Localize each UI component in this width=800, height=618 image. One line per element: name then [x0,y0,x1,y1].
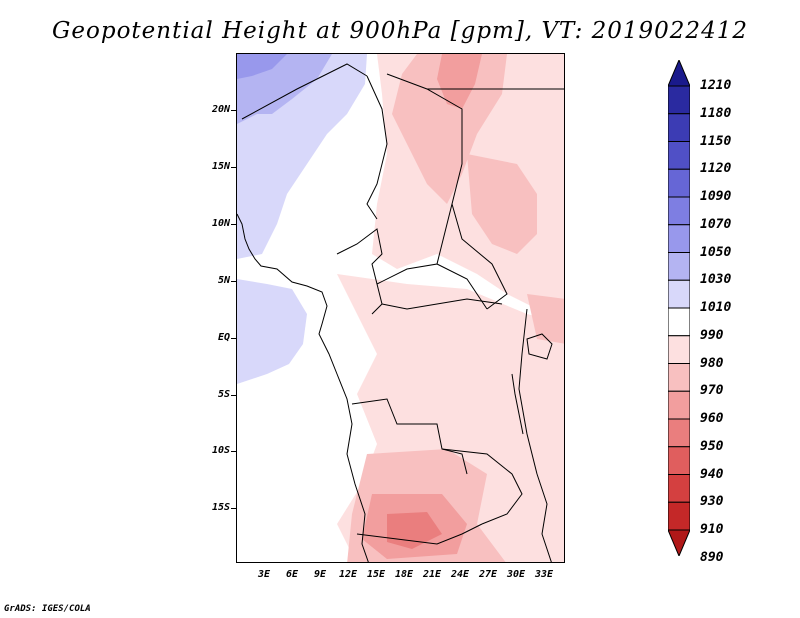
colorbar-level-label: 990 [700,327,724,343]
lon-label-24e: 24E [450,569,470,580]
lat-label-5s: 5S [217,389,230,400]
lat-tick [231,451,236,452]
colorbar-level-label: 890 [700,549,724,565]
lat-tick [231,110,236,111]
colorbar-swatch [668,85,690,115]
lat-tick [231,395,236,396]
colorbar-swatch [668,196,690,226]
lon-label-18e: 18E [394,569,414,580]
shading-blue-deep [237,54,287,79]
political-borders [237,63,564,562]
colorbar-swatch [668,446,690,475]
colorbar-swatch [668,279,690,309]
colorbar-level-label: 950 [700,438,724,454]
colorbar-swatch [668,224,690,253]
lon-label-15e: 15E [366,569,386,580]
colorbar-swatch [668,113,690,142]
lake-tanganyika [511,373,524,435]
lon-label-12e: 12E [338,569,358,580]
lon-label-21e: 21E [422,569,442,580]
colorbar-level-label: 1010 [700,300,732,315]
coastline-west-africa [237,213,369,562]
colorbar-swatch [668,390,690,420]
colorbar-level-label: 1090 [700,189,732,204]
lon-label-9e: 9E [313,569,327,580]
border-zambia [441,448,523,525]
colorbar-level-label: 1150 [700,133,732,149]
border-namibia-botswana [356,523,483,545]
colorbar-level-label: 1210 [700,78,732,93]
lat-label-eq: EQ [217,332,230,343]
border-drc-north [381,298,503,310]
colorbar-level-label: 1070 [700,216,732,232]
colorbar-top-triangle [668,60,690,87]
shading-north-pink-core [437,54,482,109]
shading-east-pink-mid [527,294,564,344]
colorbar-level-label: 1030 [700,272,732,288]
lat-label-15n: 15N [211,161,230,172]
lon-label-6e: 6E [285,569,299,580]
colorbar-level-label: 1180 [700,105,732,121]
border-nigeria-cameroon [336,228,383,315]
lat-tick [231,281,236,282]
grads-credit: GrADS: IGES/COLA [4,604,91,614]
map-title: Geopotential Height at 900hPa [gpm], VT:… [52,18,748,44]
map-plot-area [236,53,565,563]
lat-label-5n: 5N [217,275,230,286]
lat-label-15s: 15S [211,502,230,513]
lat-tick [231,338,236,339]
lat-tick [231,224,236,225]
colorbar-level-label: 960 [700,411,724,426]
colorbar-level-label: 910 [700,522,724,537]
colorbar-level-label: 970 [700,383,724,399]
colorbar-level-label: 1120 [700,161,732,177]
lat-tick [231,508,236,509]
colorbar-bottom-triangle [668,529,690,556]
colorbar-level-label: 940 [700,466,724,482]
colorbar-swatch [668,363,690,392]
border-mozambique [536,473,552,562]
lon-label-3e: 3E [257,569,271,580]
lat-label-10n: 10N [211,218,230,229]
colorbar-level-label: 980 [700,355,724,371]
shading-northeast-pink-mid [467,154,537,254]
colorbar-swatch [668,141,690,170]
colorbar-swatch [668,418,690,448]
colorbar-swatch [668,168,690,198]
lon-label-33e: 33E [534,569,554,580]
shading-gulf-blue [237,279,307,384]
colorbar-level-label: 930 [700,494,724,510]
colorbar-level-label: 1050 [700,244,732,260]
colorbar-swatch [668,252,690,281]
lat-label-20n: 20N [211,104,230,115]
border-angola [351,398,468,475]
lake-victoria [526,333,553,360]
border-algeria-mali [241,63,368,120]
colorbar-swatch [668,501,690,531]
lat-tick [231,167,236,168]
geopotential-height-field [237,54,564,562]
border-libya-niger [366,75,388,220]
border-drc-east [518,308,538,475]
colorbar-swatch [668,474,690,503]
lat-label-10s: 10S [211,445,230,456]
lon-label-27e: 27E [478,569,498,580]
lon-label-30e: 30E [506,569,526,580]
shading-north-pink-mid [392,54,507,204]
border-car [376,203,488,310]
colorbar-swatch [668,307,690,337]
colorbar-swatch [668,335,690,364]
colorbar [668,60,690,556]
